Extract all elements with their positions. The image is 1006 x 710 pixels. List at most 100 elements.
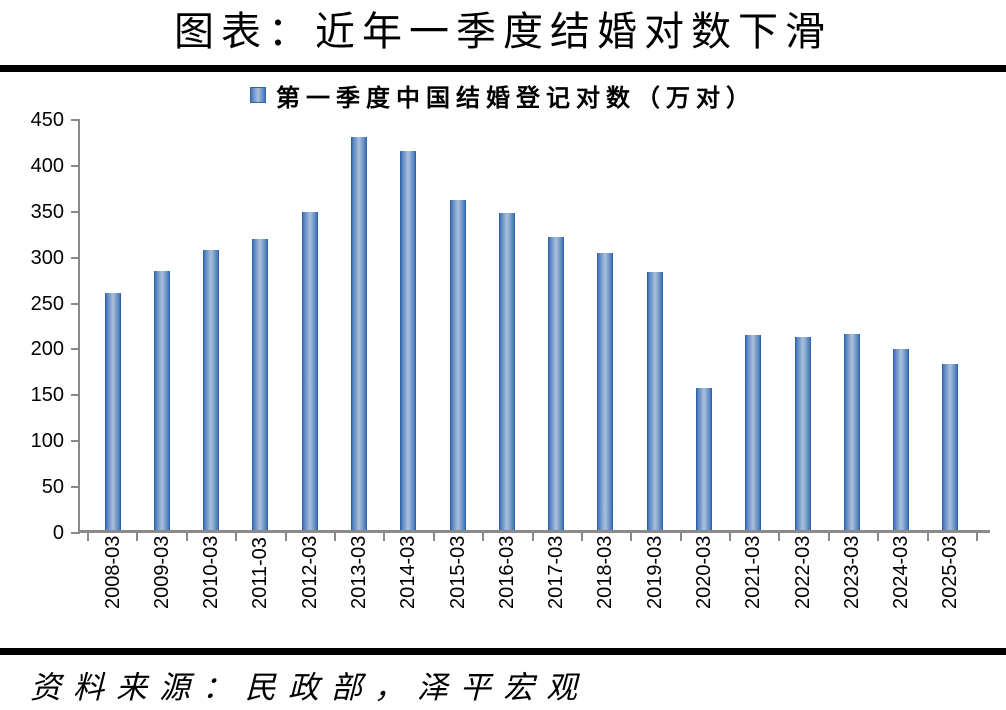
x-axis-tick xyxy=(482,533,485,541)
bar-slot: 2018-03 xyxy=(581,120,630,609)
y-axis-label: 300 xyxy=(30,246,64,269)
x-axis-label: 2012-03 xyxy=(298,535,321,609)
bar-slot: 2012-03 xyxy=(285,120,334,609)
bar xyxy=(843,333,860,530)
bar-slot: 2023-03 xyxy=(827,120,876,609)
y-axis-label: 50 xyxy=(41,476,64,499)
x-axis-tick xyxy=(877,533,880,541)
bar-slot: 2017-03 xyxy=(532,120,581,609)
x-axis-tick xyxy=(778,533,781,541)
bar-slot: 2024-03 xyxy=(877,120,926,609)
bar xyxy=(104,293,121,530)
x-axis-label: 2009-03 xyxy=(150,535,173,609)
x-axis-tick xyxy=(136,533,139,541)
bar xyxy=(893,349,910,530)
x-axis-label: 2017-03 xyxy=(545,535,568,609)
x-axis-label: 2016-03 xyxy=(495,535,518,609)
bar-slot: 2021-03 xyxy=(729,120,778,609)
y-axis-tick xyxy=(71,119,80,121)
x-axis-tick xyxy=(432,533,435,541)
bar xyxy=(400,151,417,530)
bar-slot: 2022-03 xyxy=(778,120,827,609)
x-axis-tick xyxy=(531,533,534,541)
bar-slot: 2014-03 xyxy=(384,120,433,609)
legend: 第一季度中国结婚登记对数（万对） xyxy=(0,80,1006,112)
y-axis-label: 200 xyxy=(30,338,64,361)
bar-slot: 2011-03 xyxy=(236,120,285,609)
y-axis-label: 100 xyxy=(30,430,64,453)
bar-slot: 2010-03 xyxy=(187,120,236,609)
x-axis-label: 2010-03 xyxy=(200,535,223,609)
bar-slot: 2025-03 xyxy=(926,120,975,609)
x-axis-label: 2014-03 xyxy=(397,535,420,609)
top-divider xyxy=(0,65,1006,72)
x-axis-tick xyxy=(185,533,188,541)
y-axis-tick xyxy=(71,348,80,351)
bar xyxy=(449,199,466,530)
bar xyxy=(153,271,170,530)
bar xyxy=(794,337,811,530)
bar-slot: 2009-03 xyxy=(137,120,186,609)
bar xyxy=(597,252,614,530)
bar xyxy=(942,363,959,530)
x-axis-label: 2013-03 xyxy=(348,535,371,609)
source-note: 资料来源：民政部，泽平宏观 xyxy=(30,670,589,705)
y-axis-tick xyxy=(71,164,80,167)
bars-container: 2008-03 2009-03 2010-03 2011-03 2012-03 2013-… xyxy=(88,120,975,609)
legend-swatch-icon xyxy=(250,87,266,103)
bar xyxy=(745,335,762,530)
y-axis-label: 150 xyxy=(30,384,64,407)
x-axis-tick xyxy=(284,533,287,541)
x-axis-tick xyxy=(827,533,830,541)
y-axis-label: 350 xyxy=(30,200,64,223)
bottom-divider xyxy=(0,648,1006,655)
chart-title: 图表：近年一季度结婚对数下滑 xyxy=(174,9,832,54)
x-axis-tick xyxy=(976,533,978,541)
x-axis-tick xyxy=(580,533,583,541)
x-axis-tick xyxy=(333,533,336,541)
x-axis-label: 2023-03 xyxy=(840,535,863,609)
x-axis-label: 2008-03 xyxy=(101,535,124,609)
x-axis-tick xyxy=(630,533,633,541)
bar xyxy=(498,213,515,530)
legend-label: 第一季度中国结婚登记对数（万对） xyxy=(276,85,756,112)
y-axis-label: 450 xyxy=(30,109,64,131)
bar xyxy=(203,250,220,530)
x-axis-label: 2021-03 xyxy=(742,535,765,609)
x-axis-label: 2020-03 xyxy=(693,535,716,609)
y-axis-tick xyxy=(71,486,80,489)
bar xyxy=(548,237,565,530)
x-axis-tick xyxy=(87,533,89,541)
y-axis-tick xyxy=(71,302,80,305)
y-axis-tick xyxy=(71,532,80,534)
bar xyxy=(351,137,368,530)
x-axis-tick xyxy=(235,533,238,541)
x-axis-label: 2025-03 xyxy=(939,535,962,609)
y-axis-tick xyxy=(71,440,80,443)
y-axis-tick xyxy=(71,394,80,397)
x-axis-label: 2018-03 xyxy=(594,535,617,609)
bar-slot: 2008-03 xyxy=(88,120,137,609)
bar-slot: 2016-03 xyxy=(482,120,531,609)
x-axis-label: 2019-03 xyxy=(643,535,666,609)
x-axis-tick xyxy=(729,533,732,541)
y-axis-label: 0 xyxy=(52,522,64,544)
bar xyxy=(301,211,318,530)
x-axis-label: 2011-03 xyxy=(249,537,272,609)
plot-area: 0 50 100 150 200 250 300 350 400 450 2008-03 2009-0… xyxy=(31,109,990,609)
y-axis-label: 250 xyxy=(30,292,64,315)
bar xyxy=(696,387,713,530)
x-axis-tick xyxy=(383,533,386,541)
bar xyxy=(252,239,269,530)
y-axis-tick xyxy=(71,256,80,259)
x-axis-tick xyxy=(926,533,929,541)
bar-slot: 2019-03 xyxy=(630,120,679,609)
y-axis-label: 400 xyxy=(30,154,64,177)
bar-slot: 2013-03 xyxy=(334,120,383,609)
bar xyxy=(646,272,663,530)
x-axis-label: 2024-03 xyxy=(890,535,913,609)
x-axis-label: 2015-03 xyxy=(446,535,469,609)
y-axis-tick xyxy=(71,210,80,213)
bar-slot: 2015-03 xyxy=(433,120,482,609)
